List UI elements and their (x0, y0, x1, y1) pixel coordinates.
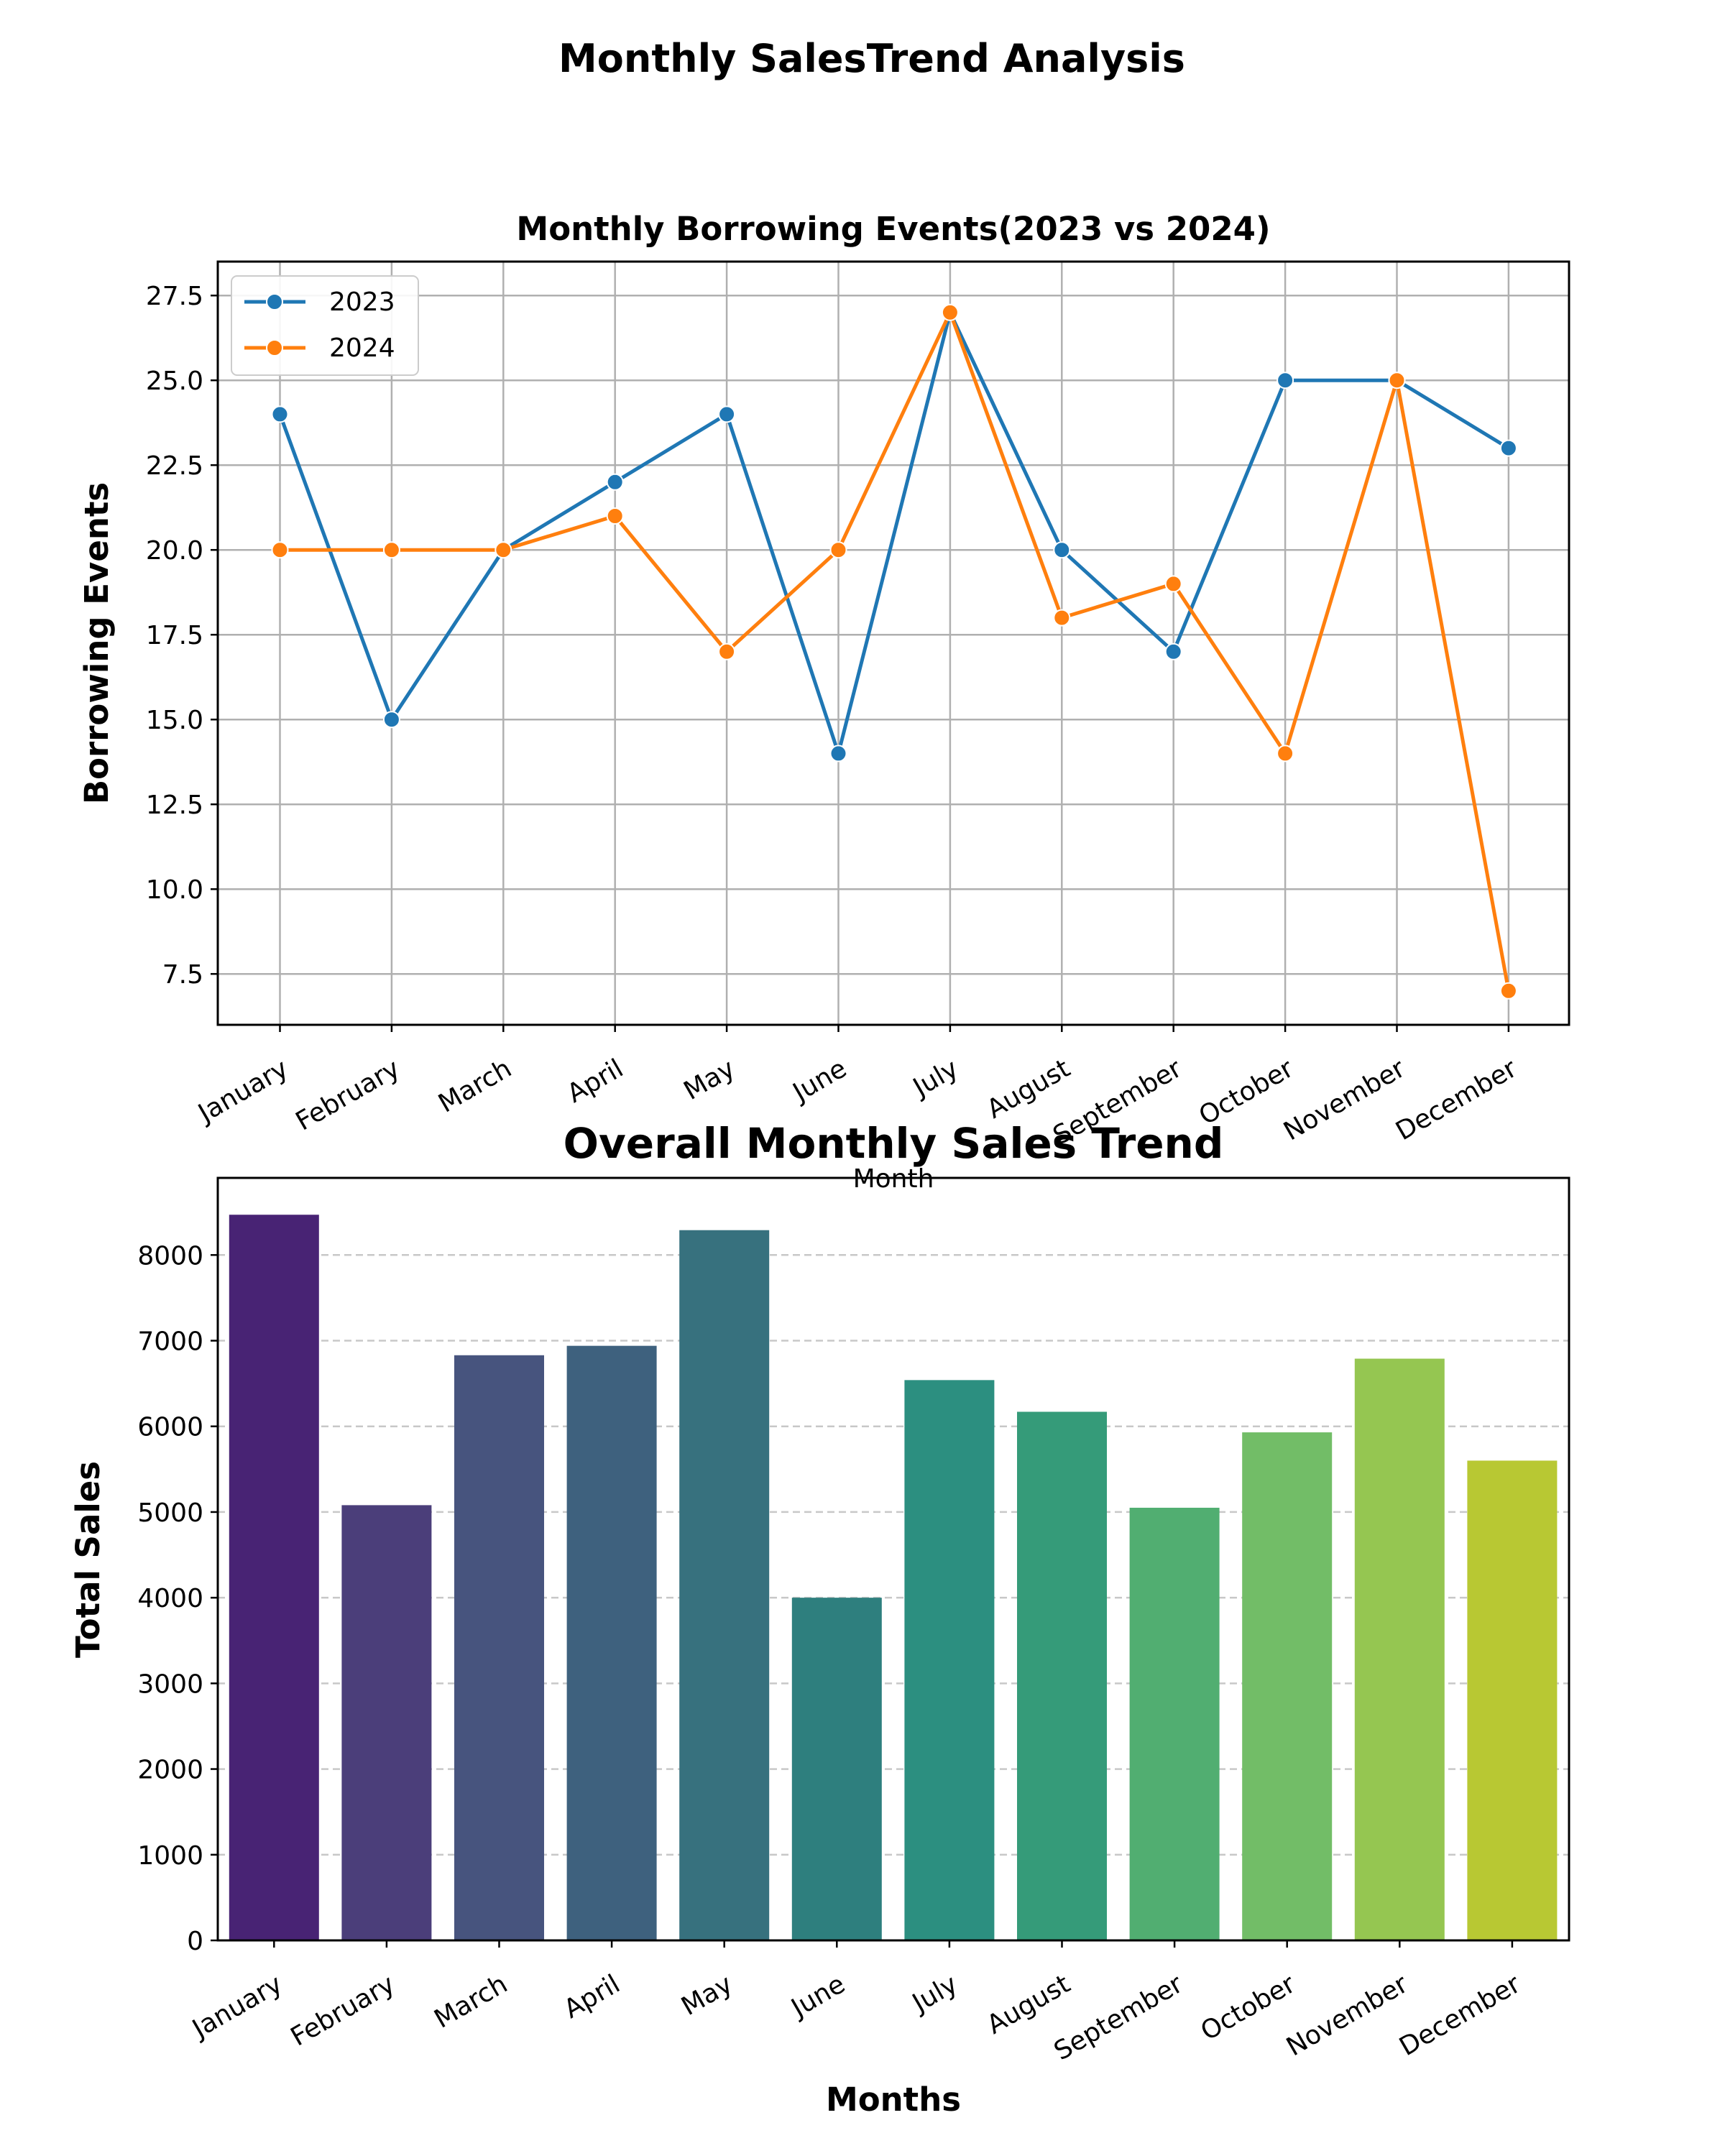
series-2024-line (280, 310, 1511, 992)
legend-2023-label: 2023 (329, 287, 395, 317)
legend-2024-marker-icon (266, 339, 283, 356)
line-y-tick-label: 7.5 (162, 960, 203, 990)
bar-x-tick-label: July (906, 1969, 962, 2019)
line-x-tick-label: February (291, 1054, 405, 1136)
legend-2024-label: 2024 (329, 333, 395, 363)
series-2023-line (278, 310, 1510, 755)
series-2024-point (1164, 575, 1182, 593)
line-x-tick-label: July (907, 1054, 963, 1103)
line-y-tick-label: 22.5 (146, 451, 203, 481)
bar-september (1129, 1507, 1220, 1940)
bar-y-tick-label: 5000 (137, 1498, 203, 1528)
series-2024-point (718, 642, 736, 660)
series-2024-point (829, 541, 847, 559)
bar-chart: 0 1000 2000 3000 4000 5000 6000 7000 8000 Januar… (69, 1119, 1570, 2119)
bar-x-tick-label: April (559, 1969, 625, 2024)
bar-november (1354, 1358, 1445, 1940)
bar-marks (229, 1215, 1558, 1940)
series-2023-point (271, 405, 289, 423)
line-chart: 7.5 10.0 12.5 15.0 17.5 20.0 22.5 25.0 27.5 Janu… (78, 210, 1570, 1194)
bar-october (1242, 1432, 1333, 1940)
bar-january (229, 1215, 319, 1940)
line-chart-title: Monthly Borrowing Events(2023 vs 2024) (516, 210, 1270, 248)
bar-x-tick-label: January (186, 1969, 287, 2045)
series-2024-point (1276, 745, 1294, 763)
series-2023-point (1499, 439, 1517, 457)
bar-x-tick-label: August (982, 1969, 1075, 2040)
line-x-tick-label: August (982, 1054, 1075, 1124)
line-y-tick-label: 25.0 (146, 367, 203, 396)
line-x-tick-label: May (679, 1054, 740, 1106)
line-y-tick-label: 27.5 (146, 282, 203, 311)
bar-y-tick-label: 2000 (137, 1756, 203, 1785)
bar-august (1017, 1411, 1107, 1940)
bar-y-tick-label: 0 (187, 1927, 203, 1956)
series-2023-point (606, 473, 624, 491)
line-y-tick-label: 10.0 (146, 875, 203, 905)
series-2024-point (1499, 982, 1517, 1000)
bar-x-tick-label: March (429, 1969, 512, 2034)
bar-x-axis-label: Months (826, 2081, 961, 2119)
series-2023-point (382, 711, 400, 729)
series-2023-point (718, 405, 736, 423)
bar-june (791, 1598, 882, 1940)
series-2024-point (1388, 372, 1406, 390)
line-x-tick-label: November (1279, 1054, 1410, 1146)
line-y-tick-label: 20.0 (146, 536, 203, 566)
bar-y-tick-label: 4000 (137, 1584, 203, 1613)
line-legend: 2023 2024 (231, 275, 419, 376)
line-x-tick-label: April (562, 1054, 628, 1109)
series-2023-point (1164, 642, 1182, 660)
series-2024-point (606, 507, 624, 525)
bar-y-tick-label: 1000 (137, 1841, 203, 1871)
bar-march (454, 1355, 544, 1940)
bar-february (341, 1505, 432, 1940)
line-x-tick-label: June (787, 1054, 852, 1108)
line-y-tick-label: 12.5 (146, 791, 203, 820)
bar-x-tick-label: June (786, 1969, 850, 2024)
series-2024-point (1053, 609, 1071, 627)
line-y-ticks: 7.5 10.0 12.5 15.0 17.5 20.0 22.5 25.0 27.5 (146, 282, 218, 990)
line-x-tick-label: December (1391, 1054, 1522, 1146)
bar-y-axis-label: Total Sales (69, 1461, 107, 1658)
bar-y-ticks: 0 1000 2000 3000 4000 5000 6000 7000 8000 (137, 1241, 218, 1956)
bar-plot-frame (216, 1176, 1570, 1942)
bar-x-tick-label: December (1394, 1969, 1525, 2062)
line-series (271, 303, 1517, 1000)
line-y-tick-label: 15.0 (146, 706, 203, 735)
bar-july (904, 1380, 995, 1940)
series-2023-point (1053, 541, 1071, 559)
line-plot-frame (216, 260, 1570, 1026)
line-x-tick-label: March (433, 1054, 517, 1118)
series-2023-point (1276, 372, 1294, 390)
bar-y-tick-label: 6000 (137, 1413, 203, 1442)
bar-x-tick-label: February (286, 1969, 400, 2052)
bar-y-tick-label: 3000 (137, 1669, 203, 1699)
bar-x-tick-label: November (1282, 1969, 1413, 2062)
series-2024-point (271, 541, 289, 559)
bar-chart-title: Overall Monthly Sales Trend (564, 1119, 1224, 1168)
figure-suptitle: Monthly SalesTrend Analysis (558, 36, 1185, 81)
line-x-tick-label: January (193, 1054, 293, 1129)
bar-april (566, 1345, 657, 1940)
line-y-tick-label: 17.5 (146, 621, 203, 650)
line-y-axis-label: Borrowing Events (78, 482, 116, 804)
bar-x-tick-label: September (1049, 1969, 1188, 2066)
series-2024-point (494, 541, 512, 559)
bar-may (679, 1230, 770, 1940)
bar-y-tick-label: 8000 (137, 1241, 203, 1271)
series-2024-point (382, 541, 400, 559)
line-grid (218, 262, 1569, 1025)
bar-y-tick-label: 7000 (137, 1327, 203, 1357)
series-2024-point (941, 303, 959, 321)
series-2023-point (829, 745, 847, 763)
legend-2023-marker-icon (266, 293, 283, 310)
bar-x-tick-label: May (676, 1969, 737, 2022)
bar-december (1467, 1460, 1558, 1940)
